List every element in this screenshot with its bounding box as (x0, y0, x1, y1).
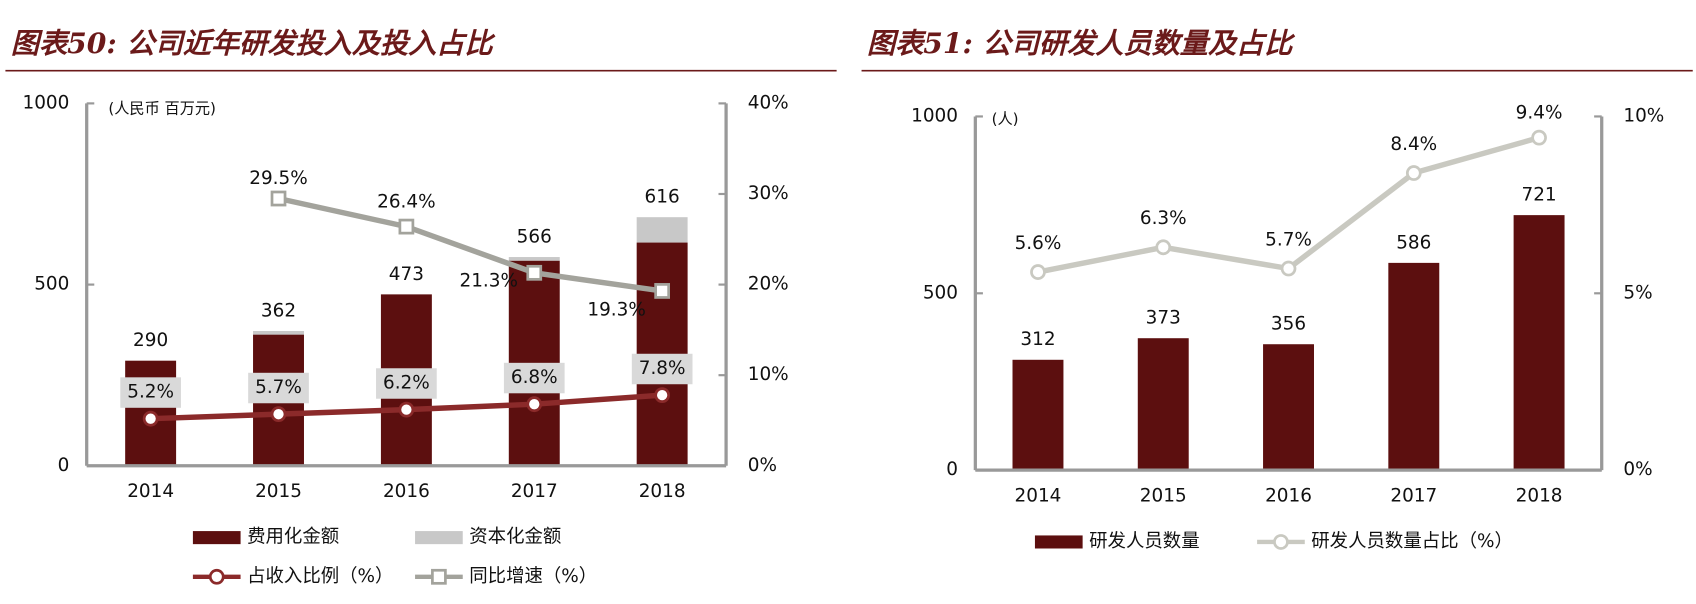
y2-tick-label: 5% (1623, 282, 1652, 303)
line-marker (270, 406, 287, 423)
bar (1513, 215, 1565, 471)
point-label: 5.6% (1015, 233, 1062, 254)
bar (1137, 338, 1189, 471)
y-tick-label: 0 (58, 455, 70, 476)
label-box (631, 353, 693, 385)
y2-tick-label: 0% (1623, 459, 1652, 480)
x-tick-label: 2018 (1516, 485, 1563, 506)
legend-label: 同比增速（%） (469, 566, 597, 587)
y2-tick-label: 40% (748, 92, 789, 113)
label-box (503, 362, 565, 394)
bar (1388, 262, 1440, 471)
y2-tick-label: 30% (748, 183, 789, 204)
bar-value-label: 290 (133, 330, 168, 351)
legend-swatch (415, 531, 463, 545)
line-marker (398, 218, 415, 235)
line-marker (142, 410, 159, 427)
chart-title: 图表51: 公司研发人员数量及占比 (867, 26, 1296, 60)
line-marker (654, 387, 671, 404)
x-tick-label: 2016 (1265, 485, 1312, 506)
bar-value-label: 721 (1521, 185, 1556, 206)
point-label: 8.4% (1390, 134, 1437, 155)
legend-label: 费用化金额 (247, 527, 339, 548)
bar-value-label: 373 (1146, 308, 1181, 329)
line-marker (270, 190, 287, 207)
bar (1012, 359, 1064, 471)
point-label: 26.4% (377, 192, 436, 213)
line-marker (526, 264, 543, 281)
legend-marker (1273, 534, 1289, 550)
bar-value-label: 356 (1271, 314, 1306, 335)
line-marker (1280, 260, 1297, 277)
y2-tick-label: 0% (748, 455, 777, 476)
line-marker (1405, 165, 1422, 181)
y-tick-label: 500 (923, 282, 958, 303)
chart-title: 图表50: 公司近年研发投入及投入占比 (11, 26, 497, 60)
label-box (248, 372, 309, 404)
line-marker (1155, 239, 1172, 256)
y2-tick-label: 10% (1623, 105, 1664, 126)
point-label: 5.7% (255, 377, 302, 398)
legend-swatch (192, 531, 241, 545)
point-label: 29.5% (249, 168, 308, 189)
y-tick-label: 1000 (22, 92, 69, 113)
x-tick-label: 2014 (127, 481, 174, 502)
legend-swatch (1034, 535, 1083, 549)
y2-tick-label: 10% (748, 364, 789, 385)
bar (1263, 344, 1314, 471)
bar (253, 330, 304, 335)
legend-label: 占收入比例（%） (247, 566, 393, 587)
legend-marker (208, 568, 225, 585)
line-marker (1531, 129, 1547, 146)
y-axis-label: (人民币 百万元) (108, 99, 216, 117)
point-label: 7.8% (639, 358, 686, 379)
y2-tick-label: 20% (748, 274, 789, 295)
bar-value-label: 616 (645, 187, 680, 208)
point-label: 6.3% (1140, 208, 1187, 229)
legend-marker (431, 568, 447, 585)
point-label: 21.3% (460, 270, 519, 291)
x-tick-label: 2015 (1140, 485, 1187, 506)
line (277, 195, 663, 294)
x-tick-label: 2014 (1015, 485, 1062, 506)
label-box (376, 368, 437, 399)
x-tick-label: 2018 (639, 481, 686, 502)
bar-value-label: 586 (1396, 232, 1431, 253)
bar (508, 257, 560, 261)
x-tick-label: 2015 (255, 481, 302, 502)
label-box (120, 377, 181, 408)
point-label: 19.3% (587, 299, 646, 320)
y-tick-label: 1000 (911, 105, 958, 126)
bar (636, 217, 688, 243)
x-tick-label: 2017 (1390, 485, 1437, 506)
y-axis-label: (人) (992, 110, 1019, 128)
x-tick-label: 2016 (383, 481, 430, 502)
line (1037, 135, 1540, 275)
point-label: 9.4% (1516, 103, 1563, 124)
bar-value-label: 473 (389, 264, 424, 285)
x-tick-label: 2017 (511, 481, 558, 502)
legend-label: 研发人员数量 (1089, 531, 1199, 552)
point-label: 6.8% (511, 367, 558, 388)
line-marker (654, 283, 671, 299)
line-marker (1030, 264, 1046, 280)
line-marker (526, 396, 543, 413)
y-tick-label: 500 (34, 274, 69, 295)
y-tick-label: 0 (946, 459, 958, 480)
point-label: 5.7% (1265, 229, 1312, 250)
point-label: 6.2% (383, 372, 430, 393)
point-label: 5.2% (127, 382, 174, 403)
bar-value-label: 566 (517, 226, 552, 247)
bar-value-label: 362 (261, 300, 296, 321)
line-marker (398, 401, 415, 418)
legend-label: 资本化金额 (469, 527, 561, 548)
legend-label: 研发人员数量占比（%） (1311, 531, 1513, 552)
bar-value-label: 312 (1020, 329, 1055, 350)
